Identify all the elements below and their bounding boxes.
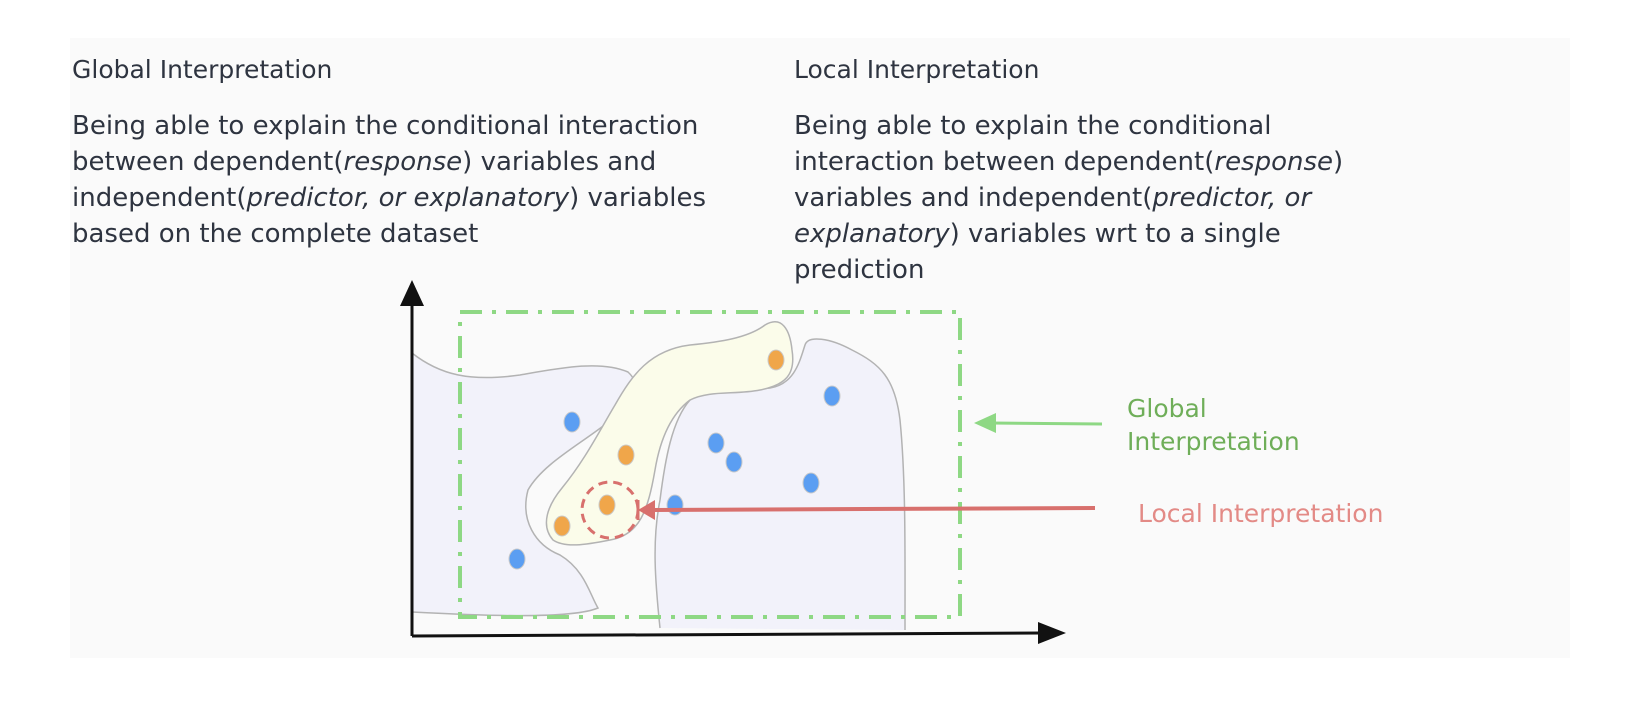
description-line: prediction — [794, 252, 1343, 288]
global-label-line-2: Interpretation — [1127, 427, 1300, 456]
blue-data-point — [725, 451, 743, 473]
orange-data-point — [617, 444, 635, 466]
description-line: between dependent(response) variables an… — [72, 144, 706, 180]
italic-term: predictor, or explanatory — [246, 183, 570, 213]
text-segment: based on the complete dataset — [72, 219, 479, 249]
x-axis-arrowhead — [1038, 622, 1066, 644]
text-segment: variables and independent( — [794, 183, 1153, 213]
global-label-line-1: Global — [1127, 394, 1207, 423]
italic-term: explanatory — [794, 219, 950, 249]
local-arrow-shaft — [651, 506, 1096, 512]
italic-term: response — [343, 147, 463, 177]
global-arrow-shaft — [989, 421, 1103, 426]
x-axis — [411, 631, 1043, 638]
italic-term: response — [1214, 147, 1334, 177]
description-line: Being able to explain the conditional in… — [72, 108, 706, 144]
description-line: variables and independent(predictor, or — [794, 180, 1343, 216]
description-line: based on the complete dataset — [72, 216, 706, 252]
text-segment: between dependent( — [72, 147, 344, 177]
orange-data-point — [598, 494, 616, 516]
global-arrow-head — [974, 413, 996, 433]
blue-data-point — [802, 472, 820, 494]
global-interpretation-box — [458, 310, 962, 619]
text-segment: Being able to explain the conditional in… — [72, 111, 699, 141]
right-decision-region — [654, 338, 906, 631]
global-interpretation-description: Being able to explain the conditional in… — [72, 108, 706, 252]
local-interpretation-description: Being able to explain the conditional int… — [794, 108, 1343, 288]
text-segment: ) — [1333, 147, 1344, 177]
description-line: independent(predictor, or explanatory) v… — [72, 180, 706, 216]
text-segment: ) variables and — [462, 147, 657, 177]
blue-data-point — [666, 494, 684, 516]
blue-data-point — [563, 411, 581, 433]
data-points — [508, 349, 841, 570]
description-line: Being able to explain the conditional — [794, 108, 1343, 144]
global-interpretation-heading: Global Interpretation — [72, 55, 333, 84]
global-interpretation-label: Global Interpretation — [1127, 392, 1300, 458]
orange-data-point — [767, 349, 785, 371]
local-interpretation-label: Local Interpretation — [1138, 499, 1384, 528]
text-segment: ) variables wrt to a single — [949, 219, 1281, 249]
description-line: explanatory) variables wrt to a single — [794, 216, 1343, 252]
y-axis-arrowhead — [400, 280, 424, 306]
orange-class-region — [545, 321, 794, 546]
text-segment: independent( — [72, 183, 247, 213]
text-segment: interaction between dependent( — [794, 147, 1215, 177]
description-line: interaction between dependent(response) — [794, 144, 1343, 180]
italic-term: predictor, or — [1152, 183, 1312, 213]
blue-data-point — [707, 432, 725, 454]
blue-data-point — [508, 548, 526, 570]
local-arrow-head — [638, 500, 655, 520]
text-segment: prediction — [794, 255, 925, 285]
orange-data-point — [553, 515, 571, 537]
blue-data-point — [823, 385, 841, 407]
text-segment: Being able to explain the conditional — [794, 111, 1272, 141]
local-interpretation-heading: Local Interpretation — [794, 55, 1040, 84]
text-segment: ) variables — [569, 183, 706, 213]
